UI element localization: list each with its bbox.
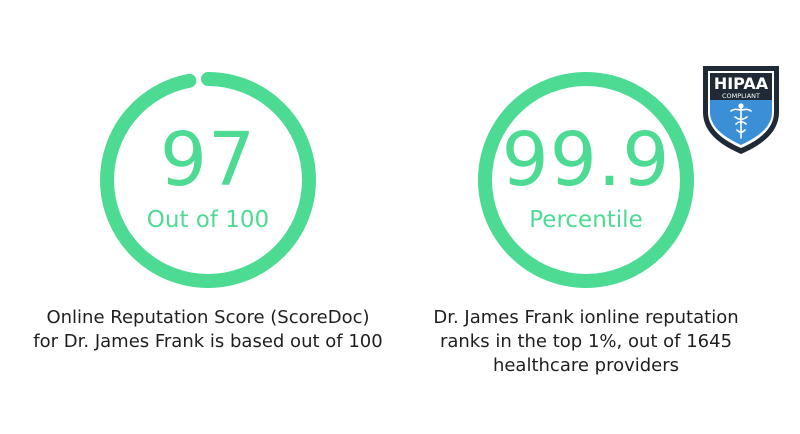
percentile-gauge: 99.9 Percentile (476, 70, 696, 290)
score-value: 97 (159, 117, 257, 203)
score-gauge: 97 Out of 100 (98, 70, 318, 290)
score-progress-arc (100, 72, 316, 288)
percentile-caption: Dr. James Frank ionline reputation ranks… (406, 306, 766, 378)
caduceus-icon (730, 103, 752, 139)
badge-subtitle: COMPLIANT (722, 92, 760, 100)
score-subtitle: Out of 100 (146, 207, 270, 233)
percentile-caption-line: Dr. James Frank ionline reputation (433, 307, 739, 328)
percentile-caption-line: ranks in the top 1%, out of 1645 (439, 331, 733, 352)
percentile-subtitle: Percentile (529, 207, 643, 233)
badge-title: HIPAA (714, 74, 769, 93)
hipaa-badge: HIPAA COMPLIANT (699, 62, 783, 156)
percentile-value: 99.9 (501, 117, 671, 203)
percentile-caption-line: healthcare providers (492, 355, 680, 376)
percentile-ring (478, 72, 694, 288)
percentile-progress-arc (478, 72, 694, 288)
score-caption: Online Reputation Score (ScoreDoc) for D… (28, 306, 388, 354)
score-ring (100, 72, 316, 288)
score-caption-line: Online Reputation Score (ScoreDoc) (46, 307, 370, 328)
score-caption-line: for Dr. James Frank is based out of 100 (33, 331, 383, 352)
hipaa-shield-icon: HIPAA COMPLIANT (703, 66, 779, 154)
